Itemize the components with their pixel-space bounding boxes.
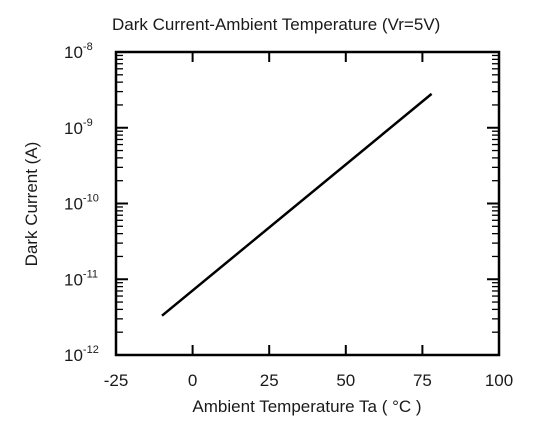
x-ticks: -25 0 25 50 75 100 bbox=[104, 52, 513, 390]
plot-area bbox=[116, 52, 499, 355]
x-tick-label: 25 bbox=[260, 371, 279, 390]
x-tick-label: 100 bbox=[485, 371, 513, 390]
y-tick-label: 10-10 bbox=[64, 193, 99, 214]
y-tick-label: 10-8 bbox=[64, 41, 93, 62]
y-minor-ticks bbox=[116, 55, 499, 332]
series-group bbox=[162, 94, 432, 316]
x-tick-label: 50 bbox=[336, 371, 355, 390]
y-axis-title: Dark Current (A) bbox=[22, 142, 41, 267]
y-tick-label: 10-11 bbox=[64, 268, 98, 289]
x-tick-label: 75 bbox=[413, 371, 432, 390]
chart-title: Dark Current-Ambient Temperature (Vr=5V) bbox=[112, 15, 440, 34]
plot-frame bbox=[116, 52, 499, 355]
y-tick-label: 10-9 bbox=[64, 117, 93, 138]
dark-current-series-line bbox=[162, 94, 432, 316]
x-axis-title: Ambient Temperature Ta ( °C ) bbox=[192, 397, 421, 416]
y-tick-label: 10-12 bbox=[64, 344, 99, 365]
x-tick-label: 0 bbox=[188, 371, 197, 390]
x-tick-label: -25 bbox=[104, 371, 129, 390]
y-ticks: 10-12 10-11 10-10 10-9 10-8 bbox=[64, 41, 499, 365]
